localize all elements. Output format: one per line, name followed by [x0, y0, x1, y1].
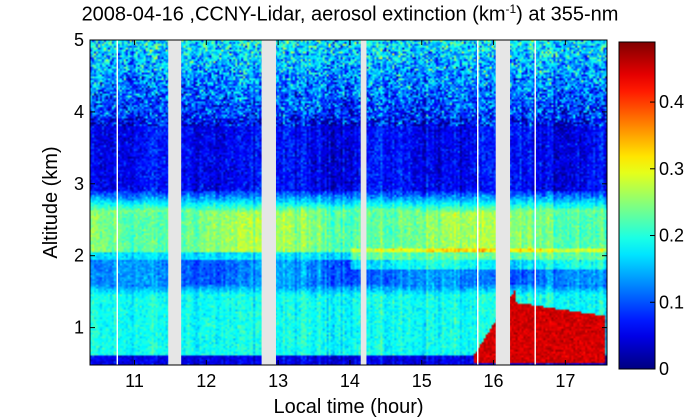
y-tick-label: 3 — [74, 174, 84, 194]
x-tick-label: 14 — [340, 371, 360, 391]
x-tick-label: 12 — [196, 371, 216, 391]
data-gap — [116, 40, 119, 365]
y-tick-label: 4 — [74, 102, 84, 122]
data-gap — [360, 40, 367, 365]
chart-title-exponent: -1 — [505, 2, 517, 16]
data-gap — [168, 40, 182, 365]
x-tick-label: 16 — [484, 371, 504, 391]
colorbar-tick-label: 0.1 — [659, 292, 684, 312]
data-gap — [261, 40, 276, 365]
x-tick-label: 11 — [125, 371, 144, 391]
data-gap — [495, 40, 511, 365]
chart-title-text: 2008-04-16 ,CCNY-Lidar, aerosol extincti… — [81, 3, 506, 26]
data-gap — [534, 40, 536, 365]
x-tick-label: 15 — [412, 371, 432, 391]
data-gap — [477, 40, 479, 365]
y-axis-label: Altitude (km) — [40, 146, 62, 258]
colorbar-tick-label: 0.2 — [659, 226, 684, 246]
colorbar-ticks: 0 0.1 0.2 0.3 0.4 — [650, 92, 684, 379]
x-axis: 11 12 13 14 15 16 17 — [125, 40, 575, 391]
colorbar: 0 0.1 0.2 0.3 0.4 — [618, 41, 684, 379]
chart-title-suffix: ) at 355-nm — [516, 3, 619, 26]
data-gaps — [116, 40, 536, 365]
colorbar-tick-label: 0.4 — [659, 92, 684, 112]
chart-title: 2008-04-16 ,CCNY-Lidar, aerosol extincti… — [0, 2, 700, 27]
x-axis-label: Local time (hour) — [273, 396, 423, 418]
colorbar-tick-label: 0 — [659, 359, 669, 379]
plot-area — [89, 39, 608, 366]
y-tick-label: 5 — [74, 30, 84, 50]
colorbar-scale — [618, 41, 656, 370]
x-tick-label: 17 — [555, 371, 575, 391]
y-tick-label: 2 — [74, 246, 84, 266]
colorbar-tick-label: 0.3 — [659, 159, 684, 179]
plot-frame — [89, 39, 608, 366]
y-tick-label: 1 — [74, 318, 84, 338]
extinction-heatmap — [90, 40, 607, 365]
x-tick-label: 13 — [268, 371, 288, 391]
y-axis: 1 2 3 4 5 — [74, 30, 607, 338]
